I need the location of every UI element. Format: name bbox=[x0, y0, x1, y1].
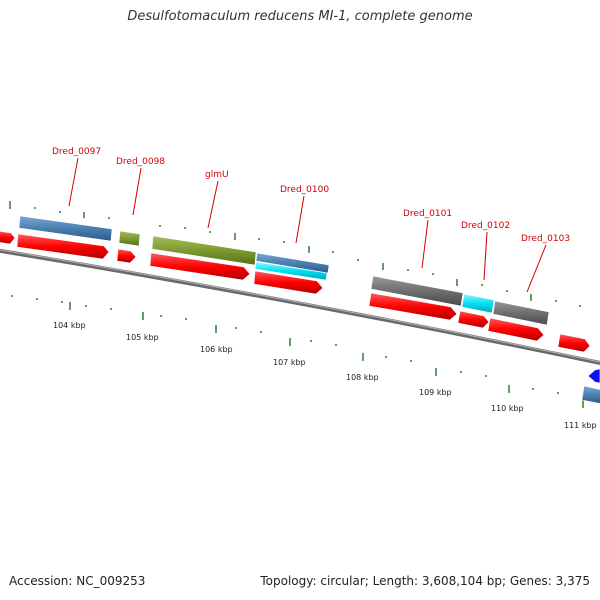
kbp-label: 111 kbp bbox=[564, 421, 597, 430]
topology-summary: Topology: circular; Length: 3,608,104 bp… bbox=[260, 574, 590, 588]
gene-label-dred-0098[interactable]: Dred_0098 bbox=[116, 157, 165, 167]
gene-bar-dred-0100-alt[interactable] bbox=[254, 261, 328, 281]
kbp-label: 104 kbp bbox=[53, 321, 86, 330]
gene-label-dred-0101[interactable]: Dred_0101 bbox=[403, 209, 452, 219]
gene-bar-dred-0103[interactable] bbox=[492, 300, 550, 326]
accession-label: Accession: NC_009253 bbox=[9, 574, 146, 588]
forward-tick-row bbox=[9, 201, 581, 307]
cds-arrow[interactable] bbox=[487, 317, 545, 342]
gene-label-glmu[interactable]: glmU bbox=[205, 170, 229, 180]
cds-arrow[interactable] bbox=[16, 233, 110, 260]
genome-backbone bbox=[0, 248, 600, 365]
coordinate-tick-row bbox=[11, 295, 584, 408]
gene-label-dred-0103[interactable]: Dred_0103 bbox=[521, 234, 570, 244]
cds-tier bbox=[0, 231, 600, 384]
cds-arrow[interactable] bbox=[368, 292, 458, 321]
kbp-label: 109 kbp bbox=[419, 388, 452, 397]
cds-arrow-blue[interactable] bbox=[587, 368, 600, 384]
cds-arrow[interactable] bbox=[116, 248, 137, 264]
genome-title: Desulfotomaculum reducens MI-1, complete… bbox=[127, 9, 473, 24]
gene-label-dred-0100[interactable]: Dred_0100 bbox=[280, 185, 329, 195]
kbp-label: 105 kbp bbox=[126, 333, 159, 342]
gene-bar-dred-0098[interactable] bbox=[118, 230, 141, 247]
gene-label-leaders bbox=[68, 157, 547, 293]
kbp-label: 108 kbp bbox=[346, 373, 379, 382]
gene-feature-tier bbox=[18, 215, 600, 404]
gene-bar-dred-0101[interactable] bbox=[370, 275, 464, 307]
gene-bar-dred-0102[interactable] bbox=[461, 293, 495, 314]
kbp-label: 106 kbp bbox=[200, 345, 233, 354]
kbp-label: 110 kbp bbox=[491, 404, 524, 413]
kbp-label: 107 kbp bbox=[273, 358, 306, 367]
cds-arrow[interactable] bbox=[149, 252, 251, 281]
cds-arrow[interactable] bbox=[253, 270, 324, 295]
gene-bar-glmu[interactable] bbox=[151, 235, 257, 266]
gene-label-dred-0102[interactable]: Dred_0102 bbox=[461, 221, 510, 231]
cds-arrow[interactable] bbox=[557, 333, 591, 353]
gene-bar-edge[interactable] bbox=[581, 385, 600, 404]
gene-label-dred-0097[interactable]: Dred_0097 bbox=[52, 147, 101, 157]
gene-bar-dred-0100[interactable] bbox=[255, 252, 330, 274]
cds-arrow[interactable] bbox=[0, 231, 16, 245]
gene-bar-dred-0097[interactable] bbox=[18, 215, 113, 242]
cds-arrow[interactable] bbox=[457, 310, 490, 329]
